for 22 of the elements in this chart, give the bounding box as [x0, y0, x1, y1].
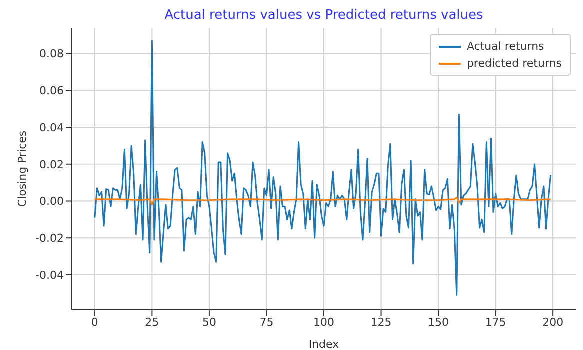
- x-tick-label: 125: [370, 316, 392, 329]
- legend-label: Actual returns: [466, 39, 544, 55]
- x-tick-label: 0: [91, 316, 98, 329]
- x-tick-label: 100: [314, 316, 334, 329]
- x-tick-label: 175: [485, 316, 506, 329]
- x-tick-label: 50: [202, 316, 216, 329]
- x-tick-label: 75: [260, 316, 274, 329]
- line-series: [94, 196, 552, 206]
- y-tick-label: 0.06: [40, 84, 64, 98]
- x-tick-label: 200: [542, 316, 564, 329]
- y-tick-label: 0.02: [40, 158, 64, 172]
- x-axis-title: Index: [308, 338, 340, 350]
- y-tick-label: -0.04: [36, 268, 64, 282]
- x-tick-label: 150: [428, 316, 450, 329]
- x-tick-label: 25: [145, 316, 160, 329]
- y-tick-label: 0.00: [40, 195, 64, 208]
- y-tick-label: 0.08: [40, 48, 64, 61]
- y-tick-label: 0.04: [40, 121, 64, 134]
- legend-label: predicted returns: [466, 56, 562, 72]
- y-axis-title: Closing Prices: [16, 130, 29, 208]
- chart-title: Actual returns values vs Predicted returns values: [164, 8, 484, 23]
- y-tick-label: -0.02: [36, 232, 64, 246]
